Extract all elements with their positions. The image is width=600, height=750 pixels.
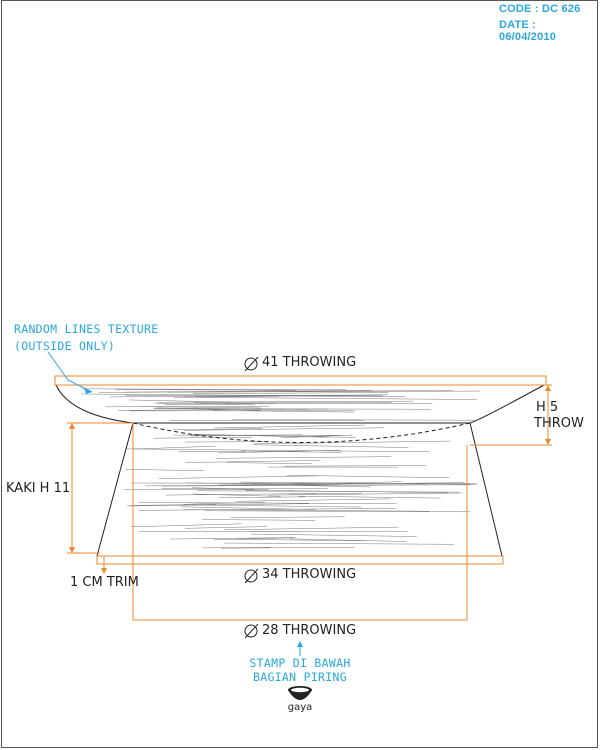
texture-line [221, 546, 355, 549]
texture-note-line1: RANDOM LINES TEXTURE [14, 322, 159, 336]
top-diameter-dimension [54, 375, 547, 386]
texture-line [185, 526, 267, 529]
texture-line [284, 465, 426, 467]
diameter-icon [244, 623, 259, 639]
texture-line [138, 508, 397, 511]
texture-line [196, 396, 279, 398]
foot-height-label: KAKI H 11 [6, 481, 71, 496]
texture-line [240, 481, 478, 485]
texture-line [82, 388, 347, 391]
texture-line [201, 519, 316, 521]
texture-line [197, 490, 460, 493]
texture-line [162, 484, 428, 487]
diameter-icon [244, 356, 259, 372]
height-label-line1: H 5 [536, 400, 559, 415]
texture-line [219, 496, 306, 498]
texture-line [253, 440, 452, 445]
stamp-note-line2: BAGIAN PIRING [253, 670, 347, 684]
texture-line [202, 547, 271, 549]
texture-leader [47, 351, 93, 393]
plate-outline [55, 384, 545, 424]
texture-note-line2: (OUTSIDE ONLY) [14, 339, 116, 353]
texture-line [289, 538, 407, 542]
texture-line [214, 424, 365, 429]
texture-line [250, 533, 417, 537]
texture-line [185, 460, 321, 463]
texture-line [80, 393, 406, 397]
inner-diameter-label: 28 THROWING [262, 623, 357, 638]
texture-line [226, 462, 313, 465]
texture-line [204, 510, 470, 513]
texture-line [126, 503, 310, 507]
texture-line [154, 402, 256, 406]
texture-line [132, 445, 216, 450]
code-label: CODE : DC 626 [499, 3, 581, 15]
texture-line [289, 492, 363, 495]
texture-line [98, 390, 297, 393]
texture-line [268, 492, 463, 496]
texture-line [286, 474, 450, 479]
texture-line [153, 408, 431, 410]
stamp-note-line1: STAMP DI BAWAH [249, 656, 351, 670]
texture-line [173, 396, 477, 400]
texture-line [231, 419, 475, 421]
texture-line [192, 504, 362, 508]
texture-line [166, 390, 480, 393]
height-label-line2: THROW [534, 416, 584, 431]
texture-line [172, 428, 263, 430]
texture-line [124, 395, 384, 397]
texture-line [104, 405, 270, 408]
texture-line [224, 526, 399, 531]
texture-line [214, 537, 294, 541]
texture-line [298, 495, 441, 499]
trim-label: 1 CM TRIM [70, 575, 139, 590]
random-lines-texture [80, 388, 480, 549]
texture-line [115, 389, 373, 391]
texture-line [223, 542, 454, 545]
diameter-icon [244, 568, 259, 584]
texture-line [158, 400, 414, 403]
texture-line [144, 484, 341, 487]
texture-line [153, 436, 252, 439]
dimension-lines [54, 375, 552, 621]
texture-line [180, 506, 316, 510]
texture-line [216, 456, 392, 459]
texture-line [138, 502, 397, 504]
texture-line [184, 441, 269, 443]
texture-line [192, 392, 389, 395]
hidden-inner-curve [132, 422, 471, 443]
texture-line [230, 516, 345, 518]
dimension-arrows [69, 385, 551, 574]
texture-line [169, 537, 297, 540]
date-label: DATE : 06/04/2010 [499, 19, 557, 43]
texture-line [126, 448, 431, 453]
texture-line [183, 427, 385, 431]
texture-line [218, 482, 465, 486]
texture-line [131, 523, 242, 528]
texture-line [236, 498, 391, 502]
texture-line [213, 410, 354, 413]
texture-line [158, 475, 322, 479]
gaya-logo-text: gaya [287, 702, 313, 713]
texture-line [253, 444, 409, 448]
gaya-logo-icon [288, 686, 312, 700]
texture-line [157, 407, 261, 411]
top-diameter-label: 41 THROWING [262, 355, 357, 370]
texture-line [129, 504, 217, 506]
texture-line [129, 399, 231, 403]
base-diameter-label: 34 THROWING [262, 567, 357, 582]
texture-line [125, 469, 204, 472]
base-diameter-dimension [96, 555, 504, 565]
texture-line [234, 539, 368, 542]
texture-line [183, 501, 266, 505]
texture-line [240, 450, 342, 453]
texture-line [190, 434, 328, 438]
diameter-symbols [244, 356, 259, 639]
texture-line [178, 451, 246, 453]
